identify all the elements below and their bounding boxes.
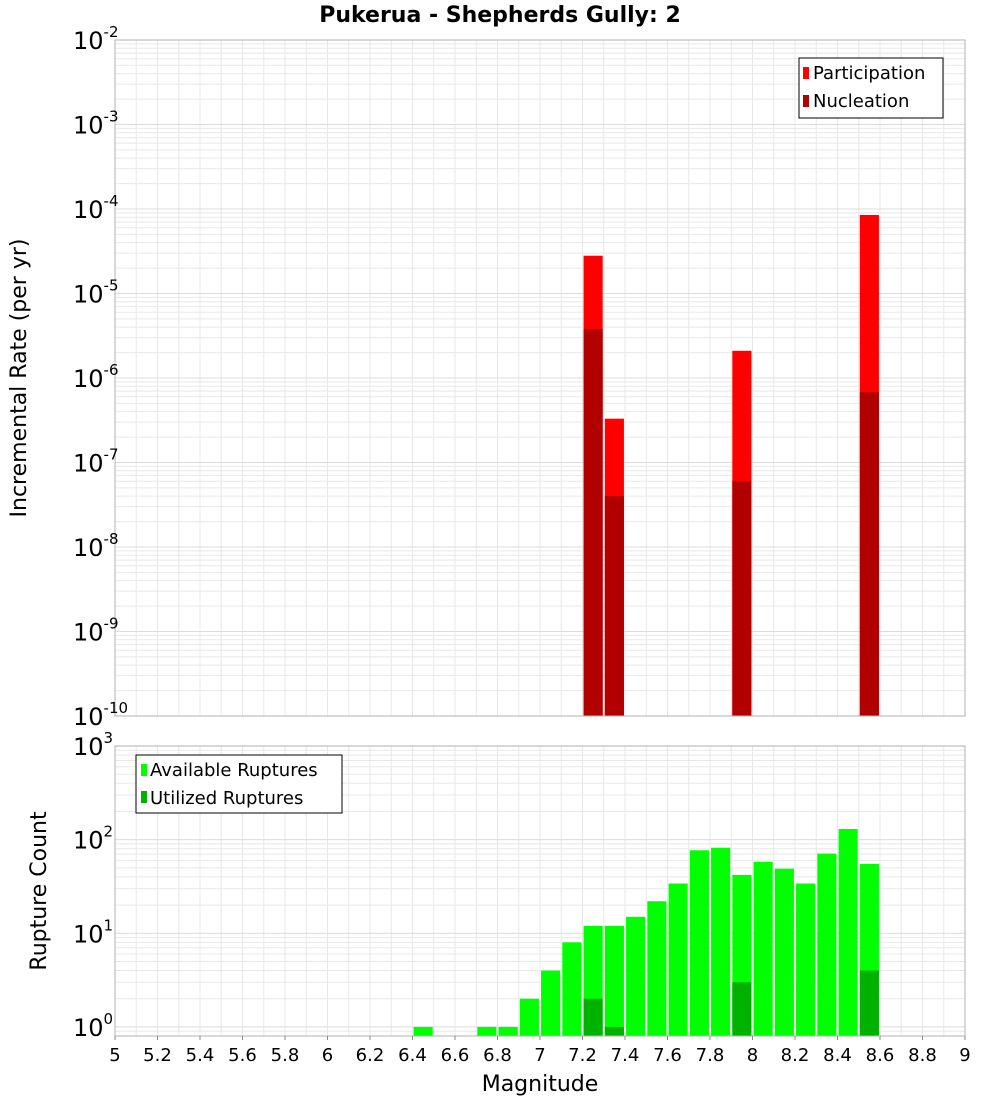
x-tick-label: 7.8 bbox=[696, 1045, 725, 1066]
available-ruptures-bar bbox=[711, 847, 731, 1036]
available-ruptures-bar bbox=[498, 1026, 518, 1036]
available-ruptures-bar bbox=[562, 942, 582, 1036]
legend-participation: Participation bbox=[813, 63, 925, 84]
available-ruptures-bar bbox=[817, 853, 837, 1036]
available-ruptures-bar bbox=[796, 883, 816, 1036]
utilized-ruptures-bar bbox=[583, 998, 603, 1036]
available-ruptures-bar bbox=[838, 828, 858, 1036]
x-tick-label: 5 bbox=[109, 1045, 120, 1066]
rupture-count-panel: 100 101 102 103 5 5.2 5.4 5.6 5.8 6 6.2 6.4 6.6 6.8 7… bbox=[27, 729, 971, 1097]
x-tick-label: 7 bbox=[534, 1045, 545, 1066]
x-tick-labels: 5 5.2 5.4 5.6 5.8 6 6.2 6.4 6.6 6.8 7 7.2 7.4 7.6 7.8 8… bbox=[109, 1036, 971, 1066]
rate-y-tick-label: 10-3 bbox=[73, 108, 119, 140]
nucleation-bar bbox=[604, 496, 624, 716]
rate-legend-box bbox=[798, 57, 944, 119]
x-tick-label: 8.6 bbox=[866, 1045, 895, 1066]
legend-nucleation: Nucleation bbox=[813, 91, 909, 112]
available-ruptures-bar bbox=[519, 998, 539, 1036]
participation-swatch bbox=[803, 67, 809, 79]
x-tick-label: 9 bbox=[959, 1045, 970, 1066]
x-axis-label: Magnitude bbox=[482, 1072, 599, 1097]
x-tick-label: 5.2 bbox=[143, 1045, 172, 1066]
rate-y-tick-label: 10-10 bbox=[73, 699, 128, 731]
x-tick-label: 6.8 bbox=[483, 1045, 512, 1066]
nucleation-bar bbox=[732, 481, 752, 716]
count-y-tick-labels: 100 101 102 103 bbox=[73, 729, 113, 1042]
legend-available: Available Ruptures bbox=[150, 760, 318, 781]
available-ruptures-bar bbox=[689, 850, 709, 1036]
available-ruptures-bar bbox=[413, 1026, 433, 1036]
x-tick-label: 5.4 bbox=[186, 1045, 215, 1066]
x-tick-label: 6 bbox=[322, 1045, 333, 1066]
available-ruptures-bar bbox=[626, 916, 646, 1036]
x-tick-label: 5.8 bbox=[271, 1045, 300, 1066]
available-ruptures-bar bbox=[753, 861, 773, 1036]
count-bars bbox=[413, 828, 879, 1036]
count-y-tick-label: 101 bbox=[73, 916, 113, 948]
available-ruptures-bar bbox=[647, 901, 667, 1036]
nucleation-bar bbox=[583, 329, 603, 716]
nucleation-bar bbox=[859, 392, 879, 716]
available-swatch bbox=[141, 764, 147, 776]
utilized-ruptures-bar bbox=[604, 1026, 624, 1036]
count-y-tick-label: 102 bbox=[73, 823, 113, 855]
rate-bars bbox=[583, 214, 879, 716]
available-ruptures-bar bbox=[477, 1026, 497, 1036]
count-legend: Available Ruptures Utilized Ruptures bbox=[135, 754, 343, 814]
x-tick-label: 8.2 bbox=[781, 1045, 810, 1066]
count-y-tick-label: 103 bbox=[73, 729, 113, 761]
rate-y-tick-label: 10-5 bbox=[73, 277, 119, 309]
nucleation-swatch bbox=[803, 95, 809, 107]
x-tick-label: 6.4 bbox=[398, 1045, 427, 1066]
chart-title: Pukerua - Shepherds Gully: 2 bbox=[319, 3, 681, 28]
utilized-ruptures-bar bbox=[732, 982, 752, 1036]
x-tick-label: 6.6 bbox=[441, 1045, 470, 1066]
rate-y-tick-label: 10-4 bbox=[73, 192, 119, 224]
rate-panel: 10-10 10-9 10-8 10-7 10-6 10-5 10-4 10-3 10-2 In… bbox=[7, 23, 966, 731]
available-ruptures-bar bbox=[541, 970, 561, 1036]
x-tick-label: 6.2 bbox=[356, 1045, 385, 1066]
rate-y-tick-label: 10-9 bbox=[73, 615, 119, 647]
rate-y-tick-label: 10-2 bbox=[73, 23, 119, 55]
rate-gridlines bbox=[114, 40, 966, 717]
x-tick-label: 5.6 bbox=[228, 1045, 257, 1066]
x-tick-label: 7.6 bbox=[653, 1045, 682, 1066]
available-ruptures-bar bbox=[774, 868, 794, 1036]
x-tick-label: 8 bbox=[747, 1045, 758, 1066]
count-legend-box bbox=[135, 754, 343, 814]
utilized-ruptures-bar bbox=[859, 970, 879, 1036]
rate-y-axis-label: Incremental Rate (per yr) bbox=[7, 239, 32, 518]
rate-legend: Participation Nucleation bbox=[798, 57, 944, 119]
count-y-tick-label: 100 bbox=[73, 1010, 113, 1042]
x-tick-label: 8.8 bbox=[908, 1045, 937, 1066]
rate-y-tick-label: 10-7 bbox=[73, 446, 119, 478]
rate-y-tick-label: 10-6 bbox=[73, 361, 119, 393]
available-ruptures-bar bbox=[604, 925, 624, 1036]
rate-y-tick-labels: 10-10 10-9 10-8 10-7 10-6 10-5 10-4 10-3 10-2 bbox=[73, 23, 128, 731]
x-tick-label: 8.4 bbox=[823, 1045, 852, 1066]
available-ruptures-bar bbox=[668, 883, 688, 1036]
count-y-axis-label: Rupture Count bbox=[27, 811, 52, 971]
rate-plot-frame bbox=[114, 39, 966, 717]
rate-y-tick-label: 10-8 bbox=[73, 530, 119, 562]
x-tick-label: 7.4 bbox=[611, 1045, 640, 1066]
legend-utilized: Utilized Ruptures bbox=[150, 788, 303, 809]
utilized-swatch bbox=[141, 791, 147, 803]
x-tick-label: 7.2 bbox=[568, 1045, 597, 1066]
